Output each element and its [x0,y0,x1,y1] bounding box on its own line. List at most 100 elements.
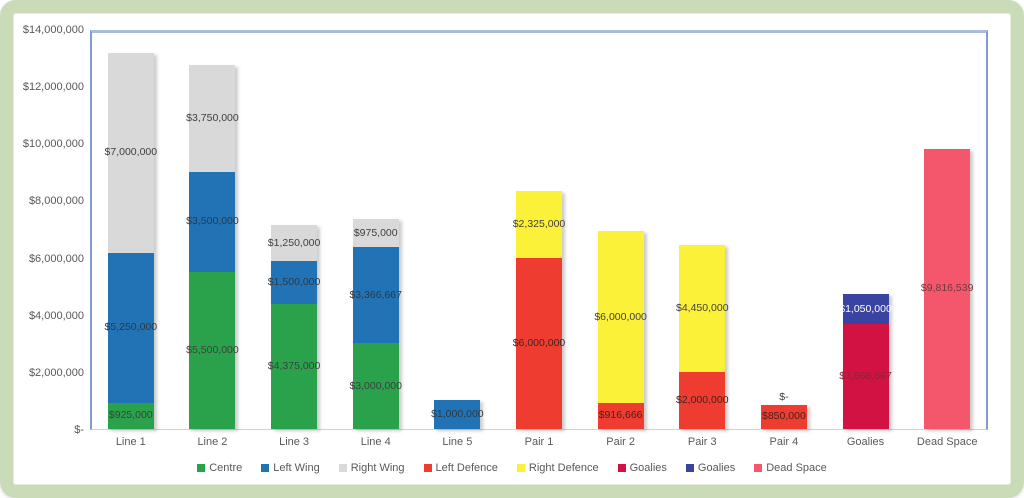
stacked-bar: $5,500,000 $3,500,000 $3,750,000 [186,64,239,429]
data-label: $- [779,390,789,403]
data-label: $3,366,667 [349,288,402,301]
data-label: $4,375,000 [267,360,321,372]
data-label: $2,325,000 [512,217,566,230]
data-label: $6,000,000 [594,310,647,323]
legend-swatch [685,464,694,472]
legend-swatch [516,464,525,472]
data-label: $3,750,000 [186,111,239,124]
legend-label: Left Defence [435,462,498,474]
stacked-bar: $2,000,000 $4,450,000 [676,244,729,429]
bar-segment: $2,325,000 [513,191,565,258]
data-label: $3,666,667 [839,370,892,383]
legend-item: Goalies [617,462,667,474]
y-axis: $14,000,000 $12,000,000 $10,000,000 $8,000,… [16,24,84,436]
stacked-bar: $1,000,000 [431,400,484,429]
chart-legend: Centre Left Wing Right Wing Left Defence Rig… [14,462,1010,474]
data-label: $1,050,000 [839,302,892,315]
data-label: $6,000,000 [512,336,566,349]
bar-segment: $925,000 [107,402,154,429]
legend-item: Dead Space [754,462,827,474]
bar-segment: $916,666 [597,402,644,429]
legend-swatch [338,464,347,472]
y-axis-tick-label: $6,000,000 [28,252,84,265]
legend-swatch [754,464,763,472]
data-label: $925,000 [108,409,153,422]
x-axis-category-label: Goalies [846,436,885,448]
bar-segment: $5,250,000 [105,252,157,403]
x-axis-category-label: Pair 2 [606,436,635,448]
legend-item: Right Wing [338,462,405,474]
x-axis: Line 1 Line 2 Line 3 Line 4 Line 5 Pair 1 Pair… [90,436,988,452]
bar-segment: $6,000,000 [513,257,565,429]
bar-segment: $1,050,000 [839,294,892,325]
x-axis-category-label: Line 1 [115,436,146,448]
bar-segment: $2,000,000 [676,371,729,429]
stacked-bar: $850,000 $- [760,391,807,429]
y-axis-tick-label: $14,000,000 [22,24,84,36]
stacked-bar: $916,666 $6,000,000 [594,231,647,429]
stacked-bar: $9,816,539 [921,148,973,429]
legend-item: Goalies [685,462,736,474]
legend-label: Dead Space [766,462,827,474]
legend-label: Goalies [629,462,667,474]
y-axis-tick-label: $12,000,000 [22,81,84,94]
stacked-bar: $3,000,000 $3,366,667 $975,000 [349,219,402,429]
x-axis-category-label: Pair 3 [687,436,717,448]
data-label: $1,250,000 [267,236,321,249]
legend-item: Centre [197,462,242,474]
data-label: $5,250,000 [104,321,158,334]
y-axis-tick-label: $10,000,000 [22,138,84,151]
bar-segment: $3,000,000 [349,343,402,429]
x-axis-category-label: Pair 4 [769,436,799,448]
bar-segment: $5,500,000 [186,271,239,429]
bar-segment: $3,750,000 [186,64,239,172]
x-axis-category-label: Pair 1 [524,436,554,448]
data-label: $1,000,000 [431,408,484,421]
data-label: $975,000 [353,226,398,239]
stacked-bar: $4,375,000 $1,500,000 $1,250,000 [268,225,320,429]
legend-swatch [617,464,626,472]
bar-segment: $4,375,000 [268,304,320,429]
data-label: $1,500,000 [267,276,321,289]
legend-label: Centre [209,462,243,474]
bar-segment: $3,366,667 [349,247,402,344]
y-axis-tick-label: $8,000,000 [28,195,84,208]
bar-segment: $1,000,000 [431,400,484,429]
legend-label: Goalies [697,462,736,474]
x-axis-category-label: Line 3 [279,436,310,448]
bar-segment: $9,816,539 [921,148,973,429]
data-label: $916,666 [598,409,643,422]
data-label: $850,000 [762,410,806,423]
bar-segment: $7,000,000 [105,52,157,253]
data-label: $2,000,000 [675,393,729,406]
legend-item: Left Defence [423,462,498,474]
stacked-bar: $925,000 $5,250,000 $7,000,000 [105,52,157,429]
bar-segment: $3,500,000 [186,171,239,272]
y-axis-tick-label: $- [74,424,84,436]
chart-card: $14,000,000 $12,000,000 $10,000,000 $8,000,… [14,13,1010,485]
bar-segment: $1,500,000 [268,261,320,304]
plot-area: $925,000 $5,250,000 $7,000,000 $5,500,000 $3… [90,30,988,430]
legend-item: Right Defence [516,462,599,474]
legend-swatch [197,464,206,472]
x-axis-category-label: Line 4 [360,436,391,448]
legend-item: Left Wing [261,462,320,474]
data-label: $5,500,000 [186,343,239,356]
data-label: $3,500,000 [186,215,239,228]
bar-segment: $850,000 [760,404,807,429]
data-label: $7,000,000 [104,146,158,159]
bar-segment: $4,450,000 [676,244,729,372]
bar-segment: $975,000 [352,219,399,248]
x-axis-category-label: Line 2 [197,436,228,448]
data-label: $3,000,000 [349,379,402,392]
x-axis-category-label: Line 5 [442,436,473,448]
legend-label: Left Wing [273,462,320,474]
legend-label: Right Defence [528,462,599,474]
stacked-bar: $6,000,000 $2,325,000 [513,191,565,429]
legend-label: Right Wing [350,462,405,474]
bar-segment: $6,000,000 [594,231,647,403]
data-label: $9,816,539 [920,282,974,295]
stacked-bar: $3,666,667 $1,050,000 [839,294,892,429]
